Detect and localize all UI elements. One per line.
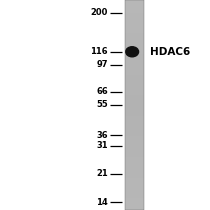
Bar [125,0,144,210]
Text: 14: 14 [96,198,108,207]
Text: 116: 116 [91,47,108,56]
Text: 36: 36 [97,131,108,140]
Ellipse shape [126,47,139,57]
Text: 97: 97 [97,60,108,69]
Text: HDAC6: HDAC6 [150,47,190,57]
Text: 66: 66 [96,87,108,96]
Text: 55: 55 [96,100,108,109]
Text: 200: 200 [91,8,108,17]
Text: 21: 21 [96,169,108,178]
Text: 31: 31 [97,141,108,150]
